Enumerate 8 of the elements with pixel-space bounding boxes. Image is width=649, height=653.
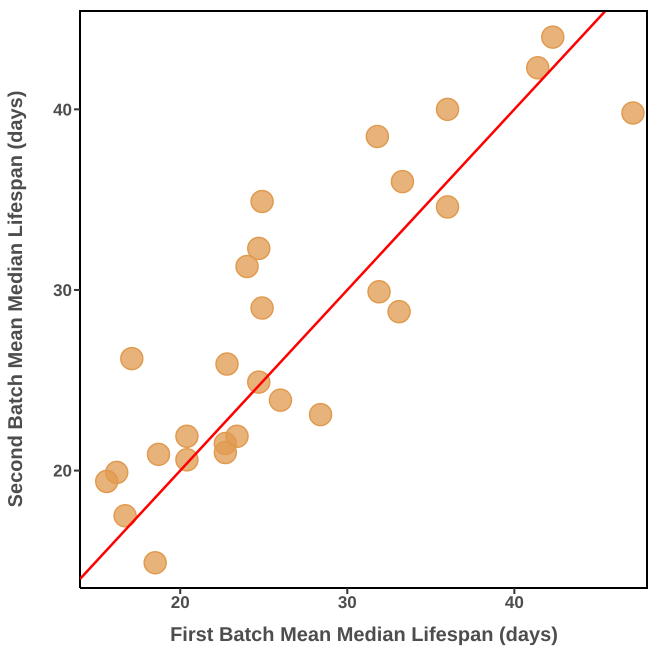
y-tick-label: 20 xyxy=(53,462,72,481)
x-axis-title: First Batch Mean Median Lifespan (days) xyxy=(170,624,558,646)
x-tick-label: 40 xyxy=(504,593,524,612)
y-tick-label: 30 xyxy=(53,281,72,300)
y-tick-label: 40 xyxy=(53,100,72,120)
x-tick-label: 30 xyxy=(338,593,357,612)
x-tick-label: 20 xyxy=(170,593,190,612)
y-axis-title: Second Batch Mean Median Lifespan (days) xyxy=(5,90,28,508)
